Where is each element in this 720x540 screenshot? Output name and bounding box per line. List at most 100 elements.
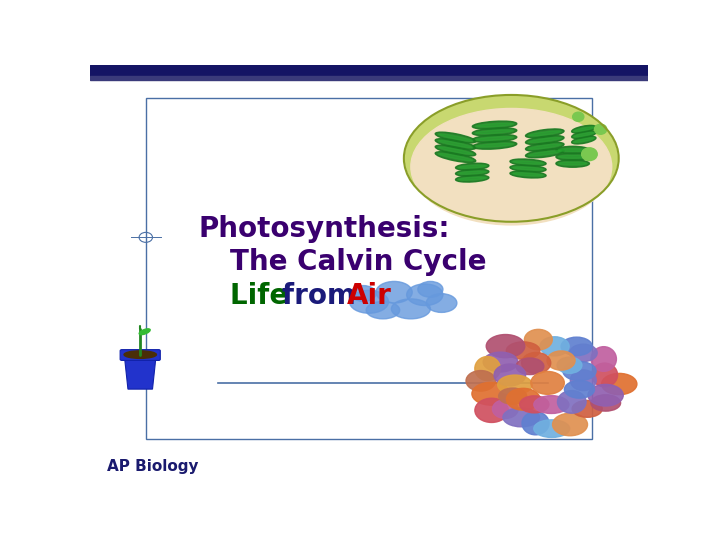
Text: Photosynthesis:: Photosynthesis: (199, 215, 450, 243)
Ellipse shape (486, 334, 525, 357)
Ellipse shape (472, 128, 517, 136)
Ellipse shape (526, 142, 564, 151)
Ellipse shape (510, 159, 546, 166)
Ellipse shape (139, 329, 150, 335)
Ellipse shape (559, 148, 587, 152)
Ellipse shape (557, 357, 582, 373)
Ellipse shape (506, 388, 540, 410)
Text: from: from (282, 281, 366, 309)
Ellipse shape (574, 127, 594, 132)
Ellipse shape (476, 130, 513, 134)
Ellipse shape (513, 173, 544, 176)
Bar (90, 65, 648, 77)
Ellipse shape (405, 96, 617, 221)
Ellipse shape (572, 125, 596, 133)
Ellipse shape (411, 109, 612, 225)
Ellipse shape (572, 112, 584, 122)
Ellipse shape (435, 139, 476, 150)
Ellipse shape (351, 286, 376, 301)
Ellipse shape (435, 132, 476, 143)
Ellipse shape (458, 171, 487, 174)
Ellipse shape (516, 358, 544, 375)
Ellipse shape (435, 152, 476, 163)
Ellipse shape (564, 381, 595, 398)
Ellipse shape (556, 160, 590, 167)
Ellipse shape (520, 396, 549, 413)
Ellipse shape (557, 390, 586, 413)
Ellipse shape (510, 165, 546, 172)
Ellipse shape (503, 408, 539, 427)
Ellipse shape (563, 362, 596, 381)
Ellipse shape (602, 373, 637, 395)
Ellipse shape (572, 131, 596, 139)
Polygon shape (125, 358, 156, 389)
Ellipse shape (572, 401, 602, 417)
Ellipse shape (506, 342, 540, 359)
Ellipse shape (510, 171, 546, 178)
Ellipse shape (552, 413, 588, 436)
Ellipse shape (572, 136, 596, 144)
Ellipse shape (499, 388, 527, 404)
Ellipse shape (475, 398, 508, 422)
Ellipse shape (492, 400, 518, 419)
Ellipse shape (376, 281, 413, 303)
FancyBboxPatch shape (120, 349, 161, 360)
Ellipse shape (574, 132, 594, 137)
Ellipse shape (528, 138, 561, 143)
Ellipse shape (456, 175, 489, 182)
Ellipse shape (540, 337, 569, 356)
Ellipse shape (591, 395, 621, 411)
Ellipse shape (466, 370, 495, 391)
Ellipse shape (534, 396, 569, 414)
Ellipse shape (570, 344, 597, 362)
Ellipse shape (528, 151, 561, 156)
Text: Air: Air (347, 281, 392, 309)
Ellipse shape (547, 351, 575, 370)
Ellipse shape (483, 352, 518, 372)
Ellipse shape (349, 291, 389, 313)
Ellipse shape (456, 163, 489, 170)
Ellipse shape (392, 299, 431, 319)
Ellipse shape (476, 137, 513, 140)
Ellipse shape (426, 294, 457, 313)
Ellipse shape (528, 144, 561, 149)
Ellipse shape (366, 301, 400, 319)
Bar (90, 77, 648, 80)
Ellipse shape (438, 153, 472, 161)
Text: Life: Life (230, 281, 297, 309)
Bar (145, 98, 593, 439)
Ellipse shape (418, 281, 443, 297)
Ellipse shape (588, 384, 624, 406)
Ellipse shape (561, 337, 593, 356)
Ellipse shape (559, 156, 587, 158)
Ellipse shape (592, 363, 618, 387)
Ellipse shape (595, 124, 607, 134)
Ellipse shape (522, 411, 549, 435)
Ellipse shape (582, 148, 597, 160)
Ellipse shape (472, 141, 517, 149)
Text: AP Biology: AP Biology (107, 460, 198, 474)
Ellipse shape (526, 136, 564, 145)
Ellipse shape (458, 165, 487, 168)
Ellipse shape (513, 161, 544, 164)
Ellipse shape (528, 131, 561, 136)
Ellipse shape (458, 177, 487, 180)
Ellipse shape (472, 121, 517, 129)
Ellipse shape (494, 364, 526, 386)
Ellipse shape (435, 145, 476, 156)
Ellipse shape (476, 123, 513, 127)
Ellipse shape (591, 347, 616, 372)
Ellipse shape (534, 420, 570, 437)
Ellipse shape (456, 169, 489, 176)
Ellipse shape (521, 353, 551, 374)
Ellipse shape (531, 372, 564, 394)
Ellipse shape (524, 329, 552, 350)
Ellipse shape (472, 382, 510, 405)
Ellipse shape (513, 167, 544, 170)
Ellipse shape (407, 284, 443, 306)
Ellipse shape (438, 140, 472, 148)
Ellipse shape (559, 162, 587, 165)
Ellipse shape (472, 134, 517, 143)
Ellipse shape (556, 146, 590, 154)
Ellipse shape (474, 356, 500, 381)
